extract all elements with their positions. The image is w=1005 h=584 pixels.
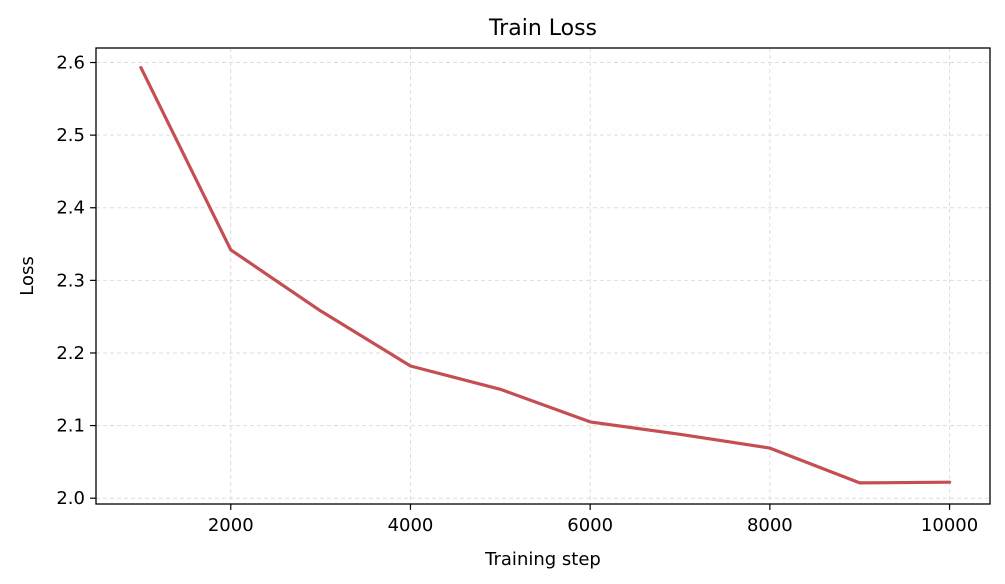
x-axis-title: Training step xyxy=(484,549,601,570)
x-tick-label: 6000 xyxy=(567,515,613,536)
y-tick-label: 2.1 xyxy=(56,416,85,437)
grid-lines xyxy=(96,48,990,504)
loss-data-point xyxy=(139,66,142,69)
x-tick-label: 8000 xyxy=(747,515,793,536)
chart-title: Train Loss xyxy=(488,16,597,41)
x-tick-label: 10000 xyxy=(921,515,978,536)
x-axis-ticks: 2000 4000 6000 8000 10000 xyxy=(208,504,978,536)
y-tick-label: 2.2 xyxy=(56,343,85,364)
loss-series-line xyxy=(139,65,952,485)
y-axis-ticks: 2.0 2.1 2.2 2.3 2.4 2.5 2.6 xyxy=(56,53,96,509)
y-tick-label: 2.6 xyxy=(56,53,85,74)
x-tick-label: 2000 xyxy=(208,515,254,536)
y-tick-label: 2.4 xyxy=(56,198,85,219)
y-tick-label: 2.0 xyxy=(56,488,85,509)
loss-data-point xyxy=(589,420,592,423)
series-layer xyxy=(139,65,952,485)
loss-data-point xyxy=(409,365,412,368)
y-axis-title: Loss xyxy=(17,256,38,295)
y-tick-label: 2.5 xyxy=(56,125,85,146)
loss-data-point xyxy=(319,309,322,312)
x-tick-label: 4000 xyxy=(388,515,434,536)
loss-data-point xyxy=(679,433,682,436)
loss-data-point xyxy=(229,248,232,251)
y-tick-label: 2.3 xyxy=(56,270,85,291)
loss-data-point xyxy=(499,388,502,391)
plot-frame xyxy=(95,47,991,505)
loss-data-point xyxy=(768,447,771,450)
loss-data-point xyxy=(948,481,951,484)
loss-data-point xyxy=(858,481,861,484)
